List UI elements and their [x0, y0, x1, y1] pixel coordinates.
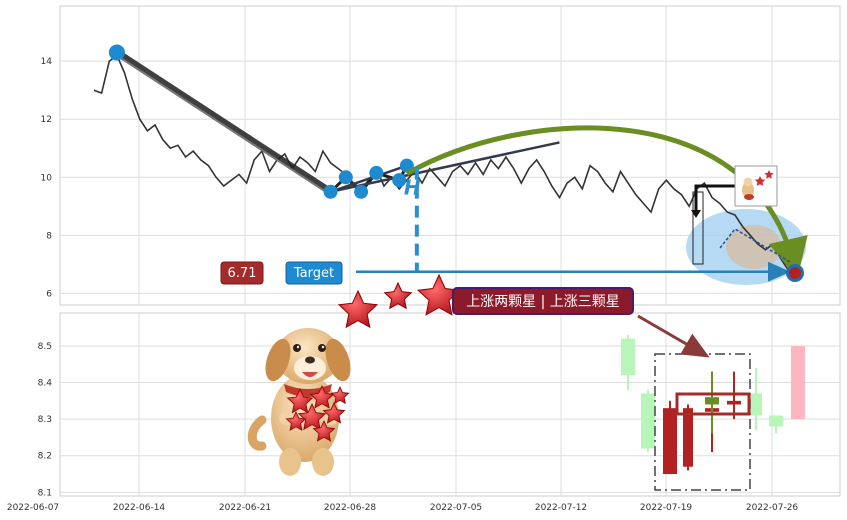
candle-body	[705, 397, 719, 405]
y-tick-label: 8	[46, 231, 52, 241]
red-star-icon	[330, 386, 350, 405]
y-tick-label: 6	[46, 289, 52, 299]
puppy-stars-thumbnail-icon	[734, 165, 778, 207]
pivot-point-marker	[354, 184, 369, 199]
x-tick-label: 2022-06-14	[113, 503, 166, 513]
y-tick-label: 8.5	[38, 342, 52, 352]
x-tick-label: 2022-07-12	[535, 503, 587, 513]
h-label: H	[404, 176, 421, 200]
target-badge	[285, 261, 343, 285]
thumbnail-star-icon	[754, 170, 774, 186]
trend-lines	[108, 44, 560, 199]
x-tick-label: 2022-06-28	[324, 503, 377, 513]
price-series-line	[93, 54, 797, 274]
target-point-marker	[786, 264, 804, 282]
banner-pointer-arrow	[637, 314, 710, 358]
star-cluster	[337, 273, 462, 329]
lower-channel-line	[330, 164, 408, 193]
y-tick-label: 12	[41, 115, 52, 125]
zoom-y-ticks: 8.1 8.2 8.3 8.4 8.5	[38, 342, 53, 498]
y-tick-label: 8.3	[38, 415, 52, 425]
zoom-panel	[59, 312, 841, 497]
y-tick-label: 8.4	[38, 379, 53, 389]
target-text: Target	[293, 266, 334, 281]
candle-body	[791, 345, 805, 420]
signal-banner	[452, 287, 634, 315]
x-tick-label: 2022-07-19	[640, 503, 693, 513]
x-axis-ticks: 2022-06-07 2022-06-14 2022-06-21 2022-06-28…	[7, 503, 799, 513]
thumbnail-puppy-icon	[742, 177, 754, 200]
last-price-badge	[220, 261, 264, 285]
candle-body	[621, 338, 635, 376]
y-tick-label: 14	[41, 57, 53, 67]
candle-body	[663, 408, 677, 475]
candlesticks	[621, 334, 805, 475]
red-star-icon	[337, 289, 379, 329]
x-tick-label: 2022-06-21	[219, 503, 271, 513]
forecast-trail	[719, 228, 791, 263]
callout-arrow-head	[691, 210, 701, 218]
candle-body	[683, 408, 693, 467]
pivot-point-marker	[338, 170, 353, 185]
downtrend-line	[113, 48, 335, 196]
callout-connector	[694, 184, 736, 212]
y-tick-label: 8.1	[38, 488, 52, 498]
downtrend-shadow	[116, 54, 332, 196]
red-star-icon	[312, 420, 336, 442]
x-tick-label: 2022-07-05	[430, 503, 482, 513]
red-star-icon	[297, 403, 327, 431]
pivot-point-marker	[369, 165, 384, 180]
upper-channel-line	[330, 141, 560, 194]
red-star-icon	[285, 411, 307, 431]
price-y-ticks: 6 8 10 12 14	[41, 57, 53, 299]
signal-banner-text: 上涨两颗星 | 上涨三颗星	[466, 294, 620, 310]
zoom-grid	[60, 313, 840, 496]
red-star-icon	[322, 402, 346, 424]
candle-body	[641, 393, 655, 449]
red-star-icon	[309, 385, 335, 409]
red-star-icon	[286, 388, 314, 414]
x-tick-label: 2022-07-26	[746, 503, 799, 513]
target-zone-inner	[726, 225, 782, 269]
pivot-point-marker	[323, 184, 338, 199]
red-star-icon	[383, 281, 413, 310]
last-price-text: 6.71	[228, 266, 257, 281]
y-tick-label: 8.2	[38, 452, 52, 462]
pivot-point-marker	[108, 44, 125, 61]
mascot-star-bundle	[285, 385, 350, 442]
pivot-point-marker	[392, 173, 407, 188]
y-tick-label: 10	[41, 173, 53, 183]
candle-body	[750, 393, 762, 416]
projection-arc-arrow	[405, 125, 808, 279]
candle-body	[769, 415, 783, 427]
x-tick-label: 2022-06-07	[7, 503, 59, 513]
breakout-box	[675, 392, 751, 416]
candle-body	[727, 400, 741, 405]
range-box	[692, 191, 704, 265]
